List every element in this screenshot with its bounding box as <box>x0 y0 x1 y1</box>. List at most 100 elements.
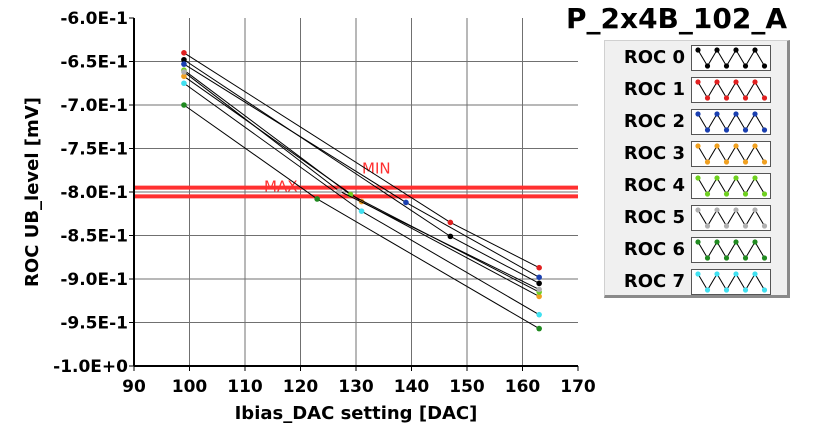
series-line-roc-0 <box>183 59 451 237</box>
y-tick-label: -6.0E-1 <box>60 9 128 29</box>
data-point-roc-0 <box>181 56 187 63</box>
y-tick-label: -7.0E-1 <box>60 96 128 116</box>
legend-swatch-marker <box>752 207 758 213</box>
series-line-roc-4 <box>183 69 351 196</box>
legend-item-roc-6: ROC 6 <box>605 235 785 265</box>
legend-swatch-marker <box>704 191 711 197</box>
legend-swatch-graphic <box>695 239 768 261</box>
legend-swatch-marker <box>742 287 749 293</box>
legend-swatch-graphic <box>695 143 768 165</box>
x-tick-label: 110 <box>227 377 263 397</box>
legend-swatch-line <box>697 49 765 67</box>
series-line-roc-6 <box>316 198 540 330</box>
data-point-roc-1 <box>181 50 187 56</box>
threshold-label-min: MIN <box>362 160 391 178</box>
legend: ROC 0 ROC 1 ROC 2 ROC 3 ROC 4 ROC 5 ROC 6 ROC 7 <box>604 40 790 298</box>
data-point-roc-5 <box>536 286 542 293</box>
legend-swatch-marker <box>695 47 701 53</box>
legend-swatch-marker <box>695 207 701 213</box>
data-point-roc-3 <box>536 293 542 300</box>
x-tick-label: 90 <box>122 377 146 397</box>
legend-swatch-marker <box>714 47 720 53</box>
legend-swatch-line <box>697 273 765 291</box>
legend-swatch-marker <box>742 127 749 133</box>
legend-swatch <box>691 269 771 295</box>
legend-swatch-line <box>697 113 765 131</box>
data-point-roc-0 <box>536 280 542 287</box>
legend-swatch-marker <box>733 175 739 181</box>
legend-swatch-marker <box>761 95 768 101</box>
data-point-roc-5 <box>336 188 343 194</box>
legend-swatch-marker <box>752 143 758 149</box>
legend-swatch-graphic <box>695 47 768 69</box>
data-point-roc-5 <box>181 69 187 75</box>
data-point-roc-0 <box>447 233 454 240</box>
legend-swatch-graphic <box>695 111 768 133</box>
legend-swatch-marker <box>761 255 768 261</box>
legend-swatch-marker <box>704 255 711 261</box>
legend-swatch-marker <box>714 207 720 213</box>
legend-label: ROC 6 <box>623 239 685 260</box>
legend-swatch-marker <box>714 271 720 277</box>
threshold-label-max: MAX <box>264 177 297 195</box>
legend-label: ROC 2 <box>623 111 685 132</box>
legend-swatch <box>691 77 771 103</box>
data-point-roc-6 <box>314 196 320 202</box>
legend-item-roc-7: ROC 7 <box>605 267 785 297</box>
x-tick-label: 160 <box>505 377 541 397</box>
legend-swatch-marker <box>761 223 768 229</box>
legend-swatch-marker <box>761 191 768 197</box>
legend-swatch-marker <box>714 175 720 181</box>
legend-label: ROC 1 <box>623 79 685 100</box>
legend-swatch-graphic <box>695 207 768 229</box>
legend-swatch-marker <box>695 143 701 149</box>
data-point-roc-6 <box>181 102 187 108</box>
legend-swatch <box>691 237 771 263</box>
legend-swatch-marker <box>714 239 720 245</box>
legend-label: ROC 5 <box>623 207 685 228</box>
legend-label: ROC 0 <box>623 47 685 68</box>
legend-swatch <box>691 173 771 199</box>
legend-item-roc-1: ROC 1 <box>605 75 785 105</box>
legend-label: ROC 4 <box>623 175 685 196</box>
legend-swatch-marker <box>723 223 730 229</box>
legend-swatch-marker <box>761 63 768 69</box>
legend-swatch-graphic <box>695 271 768 293</box>
x-tick-label: 140 <box>394 377 430 397</box>
legend-swatch-marker <box>733 239 739 245</box>
legend-label: ROC 7 <box>623 271 685 292</box>
legend-swatch-marker <box>761 127 768 133</box>
data-point-roc-2 <box>181 61 187 67</box>
legend-swatch-line <box>697 81 765 99</box>
legend-swatch-marker <box>733 207 739 213</box>
legend-swatch-marker <box>704 223 711 229</box>
legend-swatch-marker <box>723 127 730 133</box>
legend-swatch-marker <box>733 271 739 277</box>
legend-swatch-marker <box>723 287 730 293</box>
legend-swatch-marker <box>695 79 701 85</box>
legend-swatch-marker <box>742 255 749 261</box>
legend-swatch-marker <box>752 175 758 181</box>
legend-swatch <box>691 45 771 71</box>
legend-swatch-marker <box>704 63 711 69</box>
legend-swatch-marker <box>733 47 739 53</box>
legend-swatch-marker <box>723 159 730 165</box>
series-line-roc-1 <box>450 222 540 269</box>
legend-swatch-line <box>697 209 765 227</box>
legend-swatch-marker <box>742 95 749 101</box>
legend-swatch-marker <box>742 63 749 69</box>
legend-swatch-line <box>697 177 765 195</box>
data-point-roc-1 <box>536 264 542 271</box>
legend-swatch <box>691 205 771 231</box>
legend-swatch-marker <box>723 255 730 261</box>
legend-swatch-marker <box>733 111 739 117</box>
legend-swatch-marker <box>752 271 758 277</box>
legend-swatch <box>691 141 771 167</box>
data-point-roc-2 <box>403 199 409 206</box>
legend-swatch-marker <box>695 271 701 277</box>
x-tick-label: 170 <box>560 377 596 397</box>
series-line-roc-7 <box>361 210 540 316</box>
legend-swatch-marker <box>752 239 758 245</box>
module-title: P_2x4B_102_A <box>566 2 788 35</box>
